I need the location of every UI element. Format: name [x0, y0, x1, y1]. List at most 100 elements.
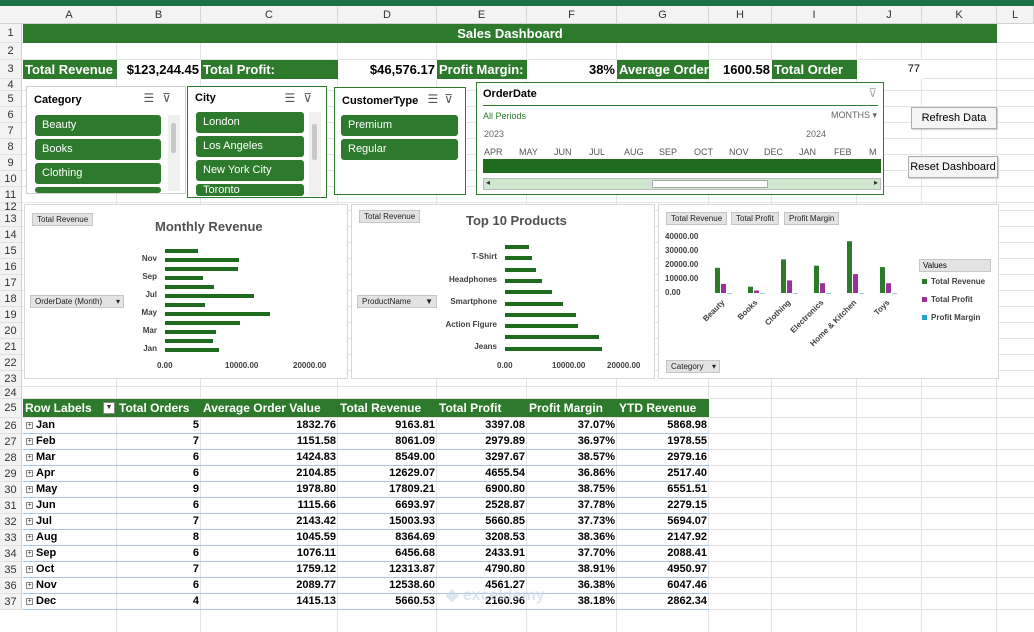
pivot-cell[interactable]: 1045.59 — [296, 531, 336, 543]
pivot-cell[interactable]: 8549.00 — [395, 451, 435, 463]
pivot-row-jun[interactable]: + Jun 6 1115.66 6693.97 2528.87 37.78% 2279.15 — [23, 498, 709, 514]
pivot-cell[interactable]: 1076.11 — [296, 547, 336, 559]
pivot-cell[interactable]: 37.70% — [577, 547, 615, 559]
bar-mar[interactable] — [165, 330, 216, 334]
pivot-cell[interactable]: 2979.16 — [667, 451, 707, 463]
bar-jeans[interactable] — [505, 346, 602, 351]
pivot-cell[interactable]: 38.75% — [577, 483, 615, 495]
pivot-cell[interactable]: 2089.77 — [296, 579, 336, 591]
clear-filter-icon[interactable]: ⊽ — [444, 92, 459, 106]
pivot-cell[interactable]: 2160.96 — [485, 595, 525, 607]
category-slicer[interactable]: Category ☰⊽ Beauty Books Clothing — [26, 86, 186, 194]
pivot-cell[interactable]: 36.97% — [577, 435, 615, 447]
pivot-header-average-order-value[interactable]: Average Order Value — [201, 399, 338, 417]
row-header-22[interactable]: 22 — [0, 355, 22, 371]
timeline-month-label[interactable]: JUN — [554, 147, 572, 157]
pivot-cell[interactable]: Mar — [36, 451, 56, 463]
row-header-6[interactable]: 6 — [0, 107, 22, 123]
bar-books-total-revenue[interactable] — [748, 286, 753, 293]
field-button-total-revenue[interactable]: Total Revenue — [359, 210, 421, 223]
order-date-timeline[interactable]: OrderDate ⊽ All Periods MONTHS ▾ 2023 20… — [476, 82, 884, 195]
bar-aug[interactable] — [165, 285, 215, 289]
pivot-cell[interactable]: 5868.98 — [667, 419, 707, 431]
pivot-cell[interactable]: 5 — [192, 419, 199, 431]
pivot-cell[interactable]: Aug — [36, 531, 58, 543]
legend-item[interactable]: Total Profit — [922, 295, 973, 304]
pivot-cell[interactable]: 6 — [192, 547, 199, 559]
pivot-cell[interactable]: 8 — [192, 531, 199, 543]
pivot-cell[interactable]: 7 — [192, 435, 199, 447]
row-header-24[interactable]: 24 — [0, 387, 22, 399]
pivot-cell[interactable]: 6693.97 — [395, 499, 435, 511]
bar-jun[interactable] — [165, 303, 205, 307]
city-slicer[interactable]: City ☰⊽ London Los Angeles New York City… — [187, 86, 327, 198]
bar-item-7[interactable] — [505, 267, 537, 272]
row-header-13[interactable]: 13 — [0, 211, 22, 227]
multi-select-icon[interactable]: ☰ — [284, 91, 304, 105]
bar-beauty-total-profit[interactable] — [721, 283, 726, 293]
pivot-cell[interactable]: 6900.80 — [485, 483, 525, 495]
pivot-cell[interactable]: 37.78% — [577, 499, 615, 511]
pivot-cell[interactable]: 8364.69 — [395, 531, 435, 543]
timeline-month-label[interactable]: OCT — [694, 147, 713, 157]
bar-electronics-profit-margin[interactable] — [826, 292, 831, 294]
bar-item-1[interactable] — [505, 335, 600, 340]
bar-oct[interactable] — [165, 267, 238, 271]
slicer-item-regular[interactable]: Regular — [341, 139, 458, 160]
slicer-item-toronto[interactable]: Toronto — [196, 184, 304, 196]
pivot-cell[interactable]: Jan — [36, 419, 55, 431]
timeline-month-label[interactable]: NOV — [729, 147, 749, 157]
row-header-17[interactable]: 17 — [0, 275, 22, 291]
expand-icon[interactable]: + — [26, 502, 33, 509]
slicer-item-london[interactable]: London — [196, 112, 304, 133]
row-header-11[interactable]: 11 — [0, 187, 22, 203]
pivot-cell[interactable]: 1759.12 — [296, 563, 336, 575]
bar-beauty-profit-margin[interactable] — [727, 292, 732, 294]
timeline-month-label[interactable]: AUG — [624, 147, 644, 157]
bar-nov[interactable] — [165, 258, 240, 262]
clear-filter-icon[interactable]: ⊽ — [162, 91, 179, 105]
pivot-cell[interactable]: 1151.58 — [296, 435, 336, 447]
column-header-k[interactable]: K — [922, 6, 997, 24]
pivot-cell[interactable]: 3397.08 — [485, 419, 525, 431]
timeline-month-label[interactable]: DEC — [764, 147, 784, 157]
bar-apr[interactable] — [165, 321, 240, 325]
column-header-d[interactable]: D — [338, 6, 437, 24]
category-chart[interactable]: Total Revenue Total Profit Profit Margin… — [658, 204, 999, 379]
pivot-row-may[interactable]: + May 9 1978.80 17809.21 6900.80 38.75% 6551.51 — [23, 482, 709, 498]
row-header-33[interactable]: 33 — [0, 530, 22, 546]
legend-item[interactable]: Profit Margin — [922, 313, 980, 322]
timeline-month-label[interactable]: MAY — [519, 147, 538, 157]
pivot-cell[interactable]: Jul — [36, 515, 52, 527]
pivot-cell[interactable]: 2979.89 — [485, 435, 525, 447]
bar-home-kitchen-total-profit[interactable] — [853, 274, 858, 293]
pivot-cell[interactable]: 6 — [192, 467, 199, 479]
expand-icon[interactable]: + — [26, 550, 33, 557]
row-header-4[interactable]: 4 — [0, 79, 22, 91]
total-revenue-value[interactable]: $123,244.45 — [117, 60, 201, 79]
pivot-cell[interactable]: May — [36, 483, 58, 495]
legend-item[interactable]: Total Revenue — [922, 277, 985, 286]
pivot-row-mar[interactable]: + Mar 6 1424.83 8549.00 3297.67 38.57% 2979.16 — [23, 450, 709, 466]
row-labels-filter-icon[interactable]: ▼ — [103, 402, 115, 414]
bar-action-figure[interactable] — [505, 324, 579, 329]
pivot-cell[interactable]: 6551.51 — [667, 483, 707, 495]
column-header-l[interactable]: L — [997, 6, 1034, 24]
axis-field-button-orderdate[interactable]: OrderDate (Month) ▾ — [30, 295, 124, 308]
slicer-item-partial[interactable] — [35, 187, 161, 193]
timeline-month-label[interactable]: M — [869, 147, 877, 157]
row-header-19[interactable]: 19 — [0, 307, 22, 323]
pivot-cell[interactable]: 2528.87 — [485, 499, 525, 511]
bar-home-kitchen-profit-margin[interactable] — [859, 292, 864, 294]
row-header-32[interactable]: 32 — [0, 514, 22, 530]
bar-toys-total-profit[interactable] — [886, 283, 891, 293]
pivot-row-oct[interactable]: + Oct 7 1759.12 12313.87 4790.80 38.91% 4950.97 — [23, 562, 709, 578]
profit-margin-value[interactable]: 38% — [527, 60, 617, 79]
expand-icon[interactable]: + — [26, 422, 33, 429]
pivot-cell[interactable]: 38.36% — [577, 531, 615, 543]
pivot-header-total-profit[interactable]: Total Profit — [437, 399, 527, 417]
pivot-cell[interactable]: 12313.87 — [389, 563, 435, 575]
pivot-cell[interactable]: 6 — [192, 579, 199, 591]
pivot-cell[interactable]: Dec — [36, 595, 57, 607]
pivot-cell[interactable]: 8061.09 — [395, 435, 435, 447]
